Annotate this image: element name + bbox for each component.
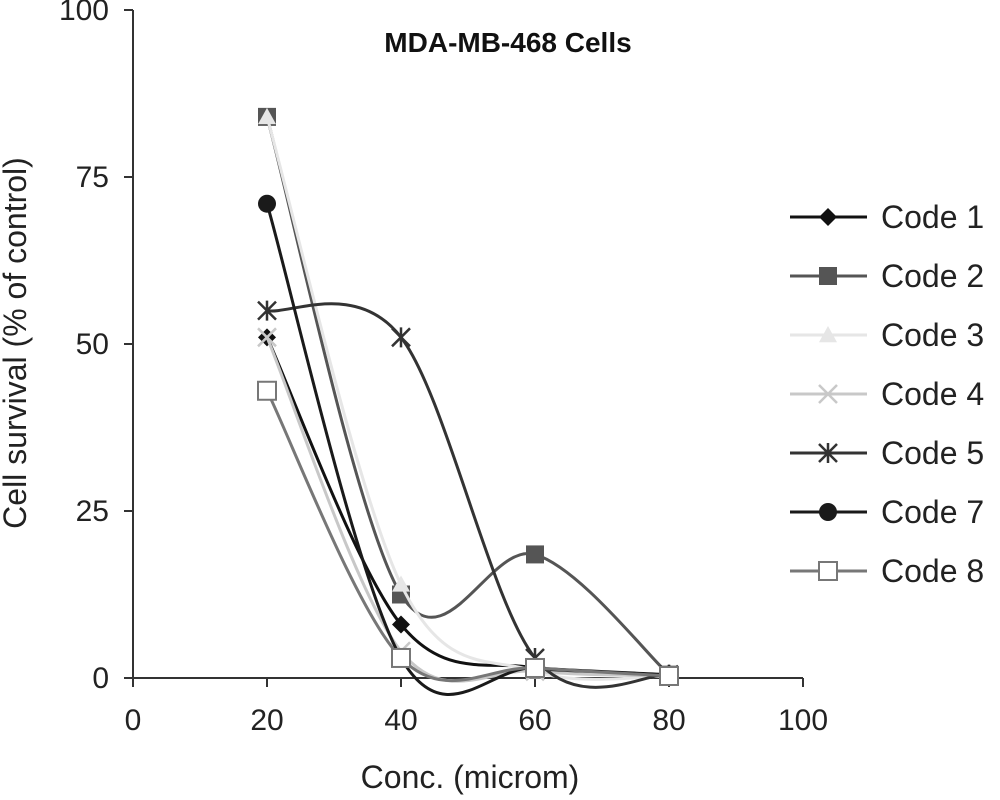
series-line-code-7	[265, 203, 670, 696]
marker-stroke	[818, 443, 838, 463]
chart-title: MDA-MB-468 Cells	[384, 27, 631, 58]
marker-stroke	[818, 384, 838, 404]
data-point-code-8	[257, 380, 277, 401]
data-point-code-1	[392, 615, 410, 634]
data-point-code-8	[659, 665, 679, 686]
x-tick-label: 20	[250, 704, 283, 737]
legend-item-code-2: Code 2	[790, 258, 984, 294]
axes: 0 20 40 60 80 100 0 25 50 75 100	[59, 0, 828, 737]
legend-label: Code 4	[881, 376, 984, 412]
series-line-code-3	[265, 116, 670, 681]
legend-item-code-3: Code 3	[790, 317, 984, 353]
legend-marker	[819, 326, 837, 343]
legend-marker	[818, 561, 838, 581]
data-point-code-8	[525, 657, 545, 678]
y-tick-label: 100	[59, 0, 109, 27]
legend-label: Code 2	[881, 258, 984, 294]
legend-label: Code 5	[881, 435, 984, 471]
legend-marker	[819, 503, 837, 521]
data-point-code-7	[258, 194, 276, 213]
series-line-code-5	[266, 302, 670, 689]
data-point-code-4	[257, 327, 277, 348]
x-tick-label: 60	[518, 704, 551, 737]
series-line-code-1	[265, 336, 670, 677]
legend-label: Code 8	[881, 553, 984, 589]
legend-marker	[818, 443, 838, 463]
x-tick-label: 0	[125, 704, 142, 737]
data-point-code-3	[392, 575, 410, 592]
series-line-code-4	[265, 336, 670, 683]
marker-stroke	[391, 327, 411, 348]
marker-stroke	[257, 327, 277, 348]
y-tick-label: 50	[76, 328, 109, 361]
legend-label: Code 7	[881, 494, 984, 530]
x-tick-label: 100	[778, 704, 828, 737]
data-point-code-8	[391, 647, 411, 668]
legend-item-code-4: Code 4	[790, 376, 984, 412]
series-code-5	[257, 300, 679, 689]
y-tick-label: 75	[76, 161, 109, 194]
legend-item-code-1: Code 1	[790, 199, 984, 235]
legend-label: Code 1	[881, 199, 984, 235]
y-axis-title: Cell survival (% of control)	[0, 157, 33, 529]
series-code-1	[258, 328, 678, 684]
x-axis-title: Conc. (microm)	[361, 759, 580, 795]
series-code-7	[258, 194, 678, 696]
legend-marker	[819, 208, 837, 226]
legend-item-code-5: Code 5	[790, 435, 984, 471]
series-code-4	[257, 327, 679, 686]
data-point-code-5	[257, 300, 277, 321]
legend-item-code-8: Code 8	[790, 553, 984, 589]
series-line-code-2	[265, 116, 671, 676]
series-line-code-8	[265, 390, 670, 683]
series-code-2	[258, 107, 678, 684]
legend-label: Code 3	[881, 317, 984, 353]
marker-stroke	[257, 300, 277, 321]
data-point-code-5	[391, 327, 411, 348]
legend: Code 1 Code 2 Code 3 Code 4 Code 5 Code 7 Code…	[790, 199, 984, 589]
series-code-8	[257, 380, 679, 686]
legend-marker	[818, 384, 838, 404]
plot-area	[257, 107, 679, 696]
legend-item-code-7: Code 7	[790, 494, 984, 530]
y-tick-label: 0	[92, 662, 109, 695]
legend-marker	[819, 267, 837, 285]
x-tick-label: 40	[384, 704, 417, 737]
data-point-code-3	[258, 107, 276, 125]
y-tick-label: 25	[76, 495, 109, 528]
x-tick-label: 80	[652, 704, 685, 737]
data-point-code-2	[526, 545, 544, 564]
